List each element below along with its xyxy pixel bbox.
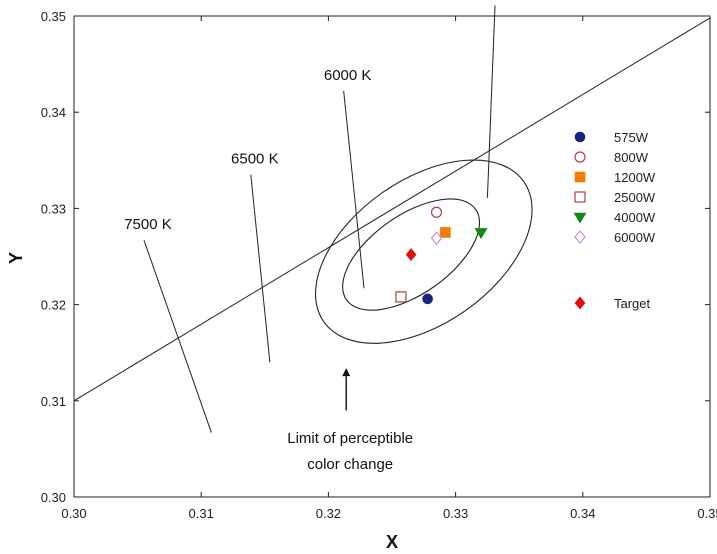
legend-label: 4000W xyxy=(614,210,656,225)
x-axis-label: X xyxy=(386,532,398,552)
isotherm-label: 6500 K xyxy=(231,151,279,168)
data-point-2500w xyxy=(395,291,407,303)
axis-ticks: 0.30 0.31 0.32 0.33 0.34 0.35 0.30 0.31 0.32 0.33… xyxy=(41,9,717,521)
macadam-ellipse xyxy=(314,159,533,344)
data-point-6000w xyxy=(430,231,443,246)
legend-label: 575W xyxy=(614,130,649,145)
legend-label: 1200W xyxy=(614,170,656,185)
data-point-4000w xyxy=(474,228,488,240)
isotherm-line xyxy=(143,239,212,433)
y-axis-label: Y xyxy=(6,252,26,264)
x-tick-label: 0.33 xyxy=(443,506,468,521)
x-tick-label: 0.32 xyxy=(316,506,341,521)
plot-area xyxy=(73,15,711,498)
planckian-locus-line xyxy=(73,17,711,402)
isotherm-label: 6000 K xyxy=(324,67,372,84)
data-point-800w xyxy=(430,206,443,218)
y-tick-label: 0.32 xyxy=(41,298,66,313)
data-point-1200w xyxy=(440,227,451,238)
macadam-ellipse xyxy=(342,198,481,311)
legend-marker-6000w xyxy=(574,230,586,244)
legend-label: 6000W xyxy=(614,230,656,245)
data-point-target xyxy=(405,248,417,262)
isotherm-label: 7500 K xyxy=(124,216,172,233)
y-tick-label: 0.31 xyxy=(41,394,66,409)
annotations: Limit of perceptible color change xyxy=(287,368,413,473)
legend-label: Target xyxy=(614,296,651,311)
y-tick-label: 0.30 xyxy=(41,490,66,505)
annotation-arrow-head xyxy=(342,368,351,377)
y-tick-label: 0.35 xyxy=(41,9,66,24)
legend-marker-800w xyxy=(574,151,586,163)
legend-marker-2500w xyxy=(574,191,586,203)
x-tick-label: 0.35 xyxy=(697,506,717,521)
plot-frame xyxy=(73,15,711,498)
x-tick-label: 0.30 xyxy=(61,506,86,521)
data-points xyxy=(395,206,488,305)
isotherm-line xyxy=(486,5,496,198)
data-point-575w xyxy=(422,293,433,305)
isotherm-line xyxy=(250,174,271,363)
x-tick-label: 0.31 xyxy=(189,506,214,521)
legend: 575W 800W 1200W 2500W 4000W 6000W Target xyxy=(573,130,656,311)
annotation-text: color change xyxy=(307,456,393,473)
legend-marker-575w xyxy=(574,131,586,143)
y-tick-label: 0.34 xyxy=(41,105,66,120)
annotation-text: Limit of perceptible xyxy=(287,430,413,447)
legend-marker-target xyxy=(574,296,586,310)
legend-label: 2500W xyxy=(614,190,656,205)
legend-label: 800W xyxy=(614,150,649,165)
legend-marker-4000w xyxy=(573,212,587,224)
x-tick-label: 0.34 xyxy=(570,506,595,521)
isotherm-line xyxy=(343,90,365,289)
y-tick-label: 0.33 xyxy=(41,201,66,216)
legend-marker-1200w xyxy=(574,171,586,183)
